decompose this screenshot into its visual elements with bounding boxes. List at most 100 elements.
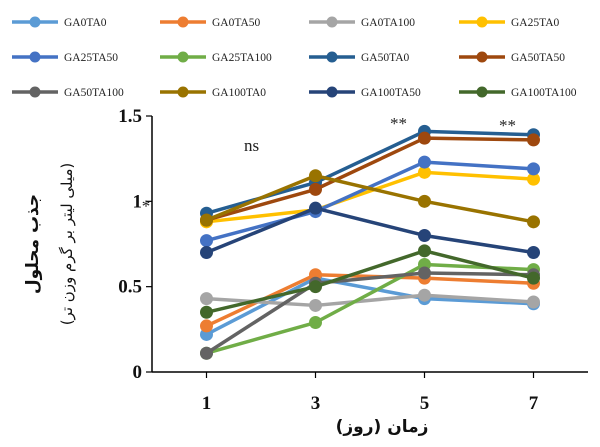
legend-item-ga100ta50: GA100TA50 xyxy=(309,86,421,99)
legend-item-ga100ta0: GA100TA0 xyxy=(160,86,266,99)
data-point xyxy=(309,316,322,330)
series-line xyxy=(205,271,534,355)
legend-swatch-marker xyxy=(177,16,189,28)
legend-swatch-marker xyxy=(476,86,488,98)
y-axis-units: (میلی لیتر بر گرم وزن تر) xyxy=(58,163,76,326)
legend-swatch-marker xyxy=(29,86,41,98)
y-tick-label: 1 xyxy=(133,191,143,212)
legend-swatch-marker xyxy=(326,86,338,98)
x-tick-label: 1 xyxy=(202,393,212,414)
data-point xyxy=(418,288,431,302)
data-point xyxy=(527,162,540,176)
data-point xyxy=(309,298,322,312)
legend-label: GA100TA0 xyxy=(212,87,266,99)
x-axis-title: زمان (روز) xyxy=(336,417,429,437)
y-axis-ticks: 0 0.5 1 1.5 xyxy=(118,106,152,383)
series-ga0ta100 xyxy=(200,288,540,312)
y-axis-marker: * xyxy=(142,196,151,215)
legend-item-ga50ta0: GA50TA0 xyxy=(309,51,410,64)
series-ga100ta50 xyxy=(200,201,540,260)
data-point xyxy=(200,319,213,333)
series-group xyxy=(200,124,540,360)
legend-item-ga0ta50: GA0TA50 xyxy=(160,16,261,29)
data-point xyxy=(418,155,431,169)
y-tick-label: 1.5 xyxy=(118,106,142,127)
significance-label: ** xyxy=(499,116,516,135)
legend-swatch-marker xyxy=(177,86,189,98)
legend-label: GA25TA100 xyxy=(212,52,272,64)
legend-item-ga25ta0: GA25TA0 xyxy=(459,16,560,29)
legend-swatch-marker xyxy=(476,16,488,28)
data-point xyxy=(418,244,431,258)
data-point xyxy=(309,201,322,215)
y-tick-label: 0 xyxy=(133,362,143,383)
legend-label: GA25TA0 xyxy=(511,17,560,29)
x-tick-label: 5 xyxy=(420,393,430,414)
data-point xyxy=(418,165,431,179)
data-point xyxy=(200,292,213,306)
legend-label: GA100TA100 xyxy=(511,87,577,99)
legend-swatch-marker xyxy=(29,51,41,63)
data-point xyxy=(200,305,213,319)
series-line xyxy=(206,170,534,224)
data-point xyxy=(200,234,213,248)
legend-item-ga50ta100: GA50TA100 xyxy=(12,86,124,99)
legend-swatch-marker xyxy=(177,51,189,63)
legend-item-ga25ta100: GA25TA100 xyxy=(160,51,272,64)
data-point xyxy=(418,131,431,145)
legend-label: GA50TA0 xyxy=(361,52,410,64)
series-line xyxy=(205,276,534,337)
series-line xyxy=(206,249,534,314)
legend: GA0TA0 GA0TA50 GA0TA100 GA25TA0 GA25TA50 GA25… xyxy=(12,16,577,99)
legend-label: GA0TA50 xyxy=(212,17,261,29)
x-tick-label: 7 xyxy=(529,393,539,414)
series-ga100ta100 xyxy=(200,244,540,319)
axes xyxy=(151,116,588,373)
series-line xyxy=(205,173,534,224)
y-tick-label: 0.5 xyxy=(118,277,142,298)
data-point xyxy=(418,228,431,242)
series-ga50ta100 xyxy=(200,266,540,360)
legend-swatch-marker xyxy=(326,16,338,28)
series-ga25ta0 xyxy=(200,165,540,229)
data-point xyxy=(527,215,540,229)
data-point xyxy=(527,295,540,309)
data-point xyxy=(309,182,322,196)
series-line xyxy=(206,262,534,355)
legend-swatch-marker xyxy=(476,51,488,63)
legend-item-ga100ta100: GA100TA100 xyxy=(459,86,577,99)
data-point xyxy=(527,133,540,147)
data-point xyxy=(418,266,431,280)
data-point xyxy=(527,246,540,260)
legend-label: GA25TA50 xyxy=(64,52,118,64)
data-point xyxy=(200,346,213,360)
significance-label: ns xyxy=(244,136,259,155)
significance-annotations: ns ** ** xyxy=(244,114,516,155)
data-point xyxy=(527,172,540,186)
legend-label: GA50TA50 xyxy=(511,52,565,64)
legend-item-ga0ta100: GA0TA100 xyxy=(309,16,415,29)
legend-item-ga25ta50: GA25TA50 xyxy=(12,51,118,64)
series-ga100ta0 xyxy=(200,169,540,229)
data-point xyxy=(200,213,213,227)
legend-swatch-marker xyxy=(326,51,338,63)
data-point xyxy=(309,169,322,183)
legend-item-ga0ta0: GA0TA0 xyxy=(12,16,107,29)
legend-label: GA0TA0 xyxy=(64,17,107,29)
data-point xyxy=(527,271,540,285)
x-axis-ticks: 1 3 5 7 xyxy=(202,372,539,414)
series-line xyxy=(206,293,534,308)
legend-label: GA50TA100 xyxy=(64,87,124,99)
legend-swatch-marker xyxy=(29,16,41,28)
significance-label: ** xyxy=(390,114,407,133)
data-point xyxy=(309,280,322,294)
legend-label: GA100TA50 xyxy=(361,87,421,99)
y-axis-title: جذب محلول xyxy=(23,194,43,294)
data-point xyxy=(200,246,213,260)
legend-item-ga50ta50: GA50TA50 xyxy=(459,51,565,64)
data-point xyxy=(418,194,431,208)
series-line xyxy=(205,206,534,255)
x-tick-label: 3 xyxy=(311,393,321,414)
